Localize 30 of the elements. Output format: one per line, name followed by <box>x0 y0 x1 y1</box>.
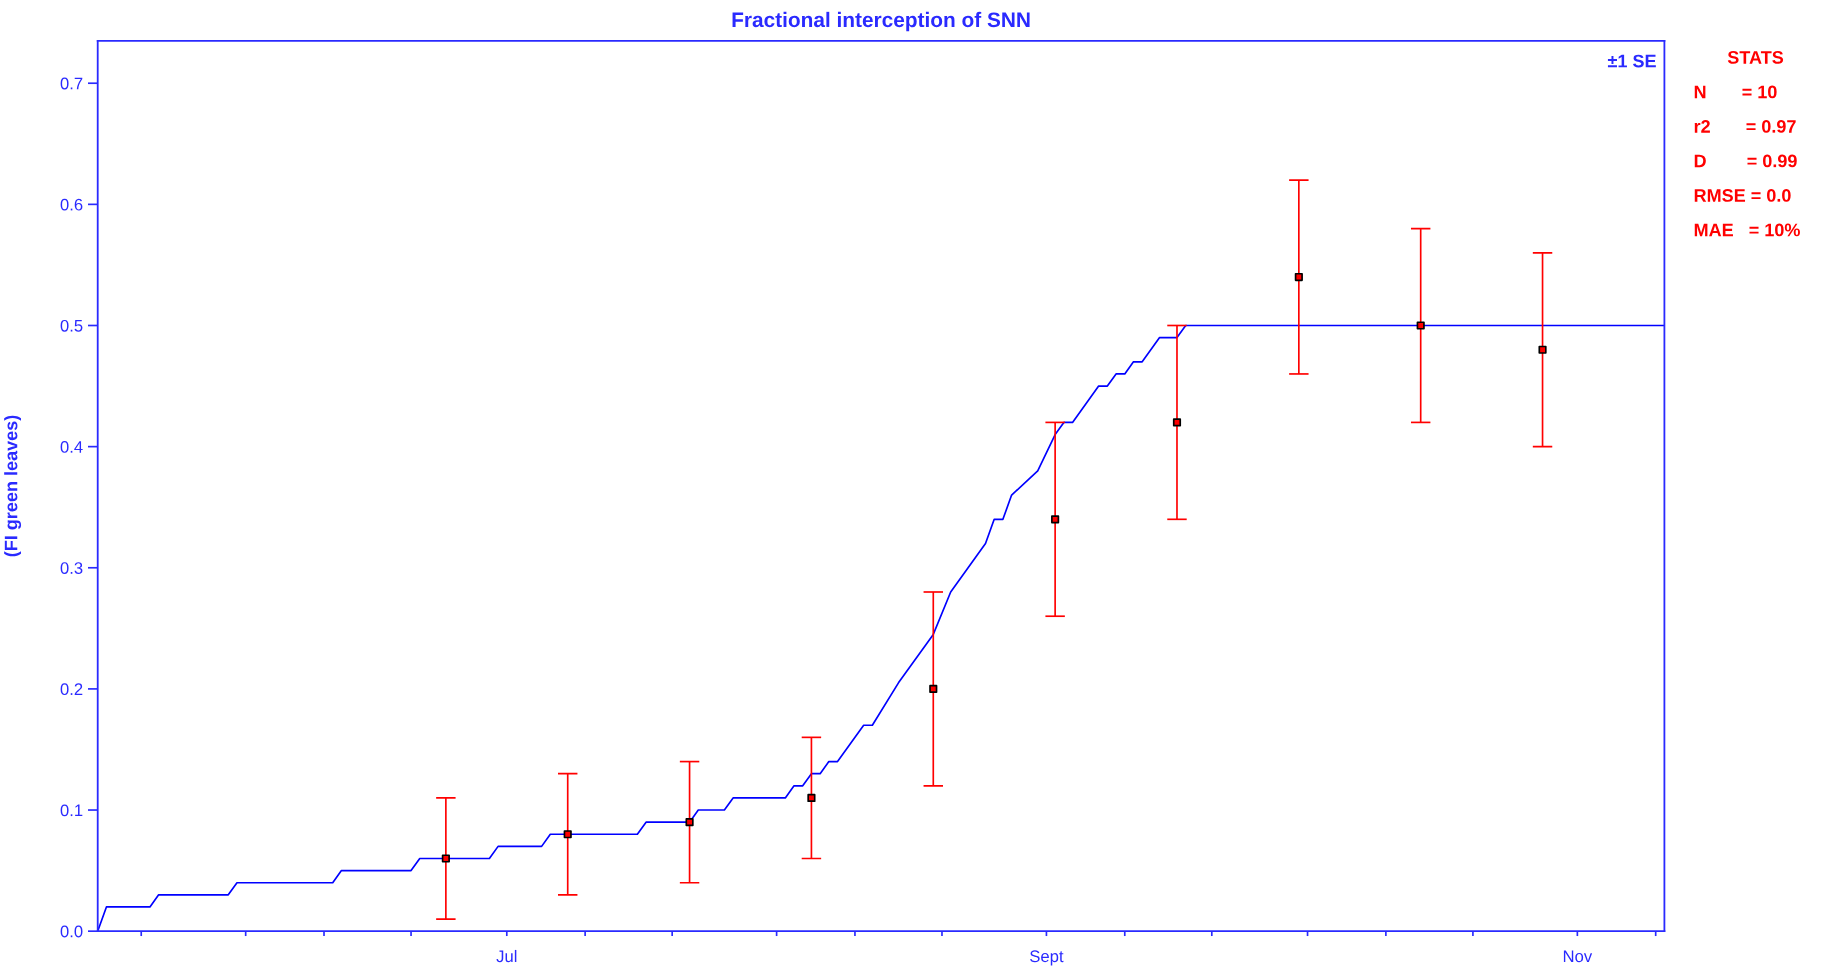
x-tick-label: Jul <box>496 949 517 963</box>
y-tick-label: 0.2 <box>60 683 83 696</box>
point <box>441 854 450 863</box>
y-tick-label: 0.7 <box>60 77 83 90</box>
point <box>1051 515 1060 524</box>
point <box>1538 345 1547 354</box>
point <box>929 684 938 693</box>
point <box>685 818 694 827</box>
y-tick-label: 0.1 <box>60 804 83 817</box>
text: MAE = 10% <box>1694 223 1800 237</box>
point <box>1172 418 1182 427</box>
y-tick-label: 0.6 <box>60 198 83 211</box>
x-tick-label: Sept <box>1030 950 1064 966</box>
y-tick-label: 0.0 <box>60 925 83 938</box>
text: D = 0.99 <box>1694 154 1797 168</box>
chart-title: Fractional interception of SNN <box>732 11 1030 32</box>
y-tick-label: 0.4 <box>60 441 83 453</box>
point <box>1416 321 1425 330</box>
x-tick-label: Nov <box>1563 950 1593 963</box>
text: N = 10 <box>1694 85 1777 99</box>
y-tick-label: 0.3 <box>60 562 83 574</box>
point <box>563 830 572 839</box>
annotation: ±1 SE <box>1607 54 1656 68</box>
text: STATS <box>1727 51 1784 64</box>
y-axis-title: (FI green leaves) <box>4 415 22 557</box>
text: RMSE = 0.0 <box>1694 189 1791 202</box>
point <box>807 793 816 803</box>
point <box>1294 272 1303 282</box>
y-tick-label: 0.5 <box>60 319 83 332</box>
text: r2 = 0.97 <box>1694 120 1796 133</box>
